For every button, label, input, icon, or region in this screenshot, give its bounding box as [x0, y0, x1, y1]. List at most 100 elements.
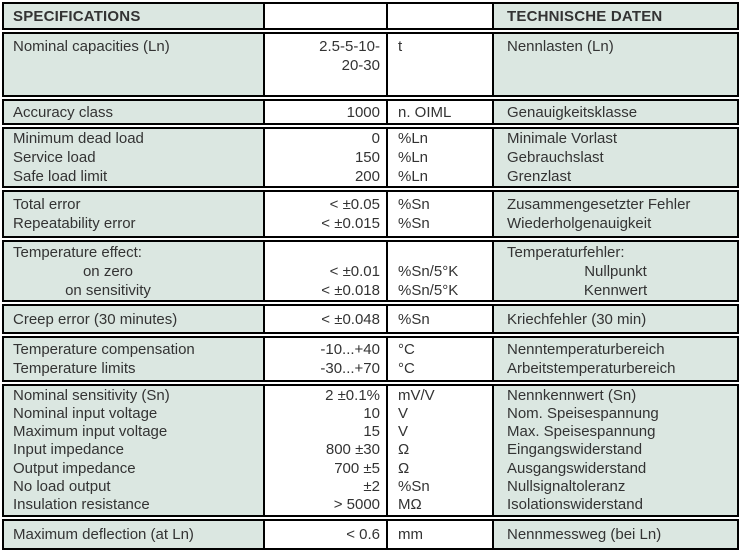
german-label: Gebrauchslast: [507, 149, 604, 166]
german-label: Wiederholgenauigkeit: [507, 215, 652, 232]
header-technische-daten-label: TECHNISCHE DATEN: [507, 7, 663, 25]
value-cell: < ±0.01 < ±0.018: [265, 242, 388, 300]
german-label: Temperaturfehler:: [507, 243, 625, 261]
spec-cell: Temperature effect: on zero on sensitivi…: [4, 242, 265, 300]
spec-unit: %Sn: [398, 215, 430, 232]
german-label: Grenzlast: [507, 168, 572, 185]
value-cell: 2 ±0.1% 10 15 800 ±30 700 ±5 ±2 > 5000: [265, 386, 388, 515]
spec-value: -30...+70: [320, 360, 380, 377]
spec-unit: %Sn: [398, 196, 430, 213]
spec-value: < ±0.01: [329, 262, 380, 280]
german-cell: Genauigkeitsklasse: [494, 101, 737, 123]
spec-value: ±2: [363, 477, 380, 495]
value-cell: < ±0.048: [265, 306, 388, 332]
german-label: Minimale Vorlast: [507, 130, 618, 147]
table-row: Maximum deflection (at Ln) < 0.6 mm Nenn…: [2, 519, 739, 550]
table-row: Temperature compensation Temperature lim…: [2, 336, 739, 382]
spec-label: Repeatability error: [13, 215, 136, 232]
spec-label: Nominal sensitivity (Sn): [13, 386, 170, 404]
spec-unit: V: [398, 404, 409, 422]
german-label: Isolationswiderstand: [507, 496, 643, 513]
german-label: Nullpunkt: [584, 262, 647, 280]
spec-label: Total error: [13, 196, 81, 213]
german-cell: Nennkennwert (Sn) Nom. Speisespannung Ma…: [494, 386, 737, 515]
spec-value: 800 ±30: [325, 441, 380, 459]
table-header-row: SPECIFICATIONS TECHNISCHE DATEN: [2, 2, 739, 30]
spec-unit: %Sn: [398, 477, 430, 495]
spec-value: 200: [354, 168, 380, 185]
unit-cell: t: [388, 34, 494, 95]
spec-value: -10...+40: [320, 341, 380, 358]
spec-value: 2.5-5-10-: [319, 38, 380, 55]
spec-label: Maximum input voltage: [13, 423, 168, 441]
german-label: Zusammengesetzter Fehler: [507, 196, 691, 213]
spec-unit: mm: [398, 526, 423, 543]
spec-unit: Ω: [398, 441, 410, 459]
spec-value: < ±0.048: [321, 310, 380, 328]
german-label: Max. Speisespannung: [507, 423, 656, 441]
spec-unit: °C: [398, 341, 415, 358]
spec-unit: [398, 243, 492, 262]
german-label: Kriechfehler (30 min): [507, 310, 647, 328]
spec-unit: %Sn: [398, 310, 430, 328]
spec-value: < 0.6: [346, 526, 380, 543]
value-cell: 1000: [265, 101, 388, 123]
header-specifications: SPECIFICATIONS: [4, 4, 265, 28]
table-row: Nominal capacities (Ln) 2.5-5-10- 20-30 …: [2, 32, 739, 97]
german-cell: Nennlasten (Ln): [494, 34, 737, 95]
spec-unit: MΩ: [398, 496, 422, 513]
spec-label: No load output: [13, 477, 111, 495]
table-row: Total error Repeatability error < ±0.05 …: [2, 190, 739, 238]
spec-value: 15: [363, 423, 380, 441]
spec-unit: V: [398, 423, 409, 441]
spec-label: Safe load limit: [13, 168, 108, 185]
spec-label: Minimum dead load: [13, 130, 144, 147]
spec-label: Temperature limits: [13, 360, 136, 377]
header-technische-daten: TECHNISCHE DATEN: [494, 4, 737, 28]
german-label: Ausgangswiderstand: [507, 459, 647, 477]
spec-unit: %Ln: [398, 149, 429, 166]
table-row: Temperature effect: on zero on sensitivi…: [2, 240, 739, 302]
table-row: Creep error (30 minutes) < ±0.048 %Sn Kr…: [2, 304, 739, 334]
unit-cell: mV/V V V Ω Ω %Sn MΩ: [388, 386, 494, 515]
header-specifications-label: SPECIFICATIONS: [13, 7, 141, 25]
spec-value: 1000: [346, 103, 380, 121]
spec-label: Temperature compensation: [13, 341, 195, 358]
spec-unit: %Sn/5°K: [398, 281, 459, 299]
spec-unit: t: [398, 38, 403, 55]
spec-value: < ±0.018: [321, 281, 380, 299]
spec-value: 0: [371, 130, 380, 147]
value-cell: < 0.6: [265, 521, 388, 548]
unit-cell: %Sn/5°K %Sn/5°K: [388, 242, 494, 300]
value-cell: 0 150 200: [265, 129, 388, 186]
spec-unit: n. OIML: [398, 103, 452, 121]
unit-cell: %Ln %Ln %Ln: [388, 129, 494, 186]
spec-label: on zero: [82, 262, 134, 280]
header-value-column: [265, 4, 388, 28]
spec-label: Insulation resistance: [13, 496, 150, 513]
spec-label: on sensitivity: [65, 281, 151, 299]
table-row: Accuracy class 1000 n. OIML Genauigkeits…: [2, 99, 739, 125]
german-label: Nullsignaltoleranz: [507, 477, 626, 495]
spec-unit: %Ln: [398, 130, 429, 147]
spec-unit: mV/V: [398, 386, 435, 404]
spec-cell: Minimum dead load Service load Safe load…: [4, 129, 265, 186]
spec-unit: Ω: [398, 459, 410, 477]
spec-value: 700 ±5: [334, 459, 380, 477]
value-cell: < ±0.05 < ±0.015: [265, 192, 388, 236]
spec-cell: Total error Repeatability error: [4, 192, 265, 236]
german-label: Nom. Speisespannung: [507, 404, 659, 422]
spec-value: < ±0.015: [321, 215, 380, 232]
spec-cell: Maximum deflection (at Ln): [4, 521, 265, 548]
german-label: Eingangswiderstand: [507, 441, 643, 459]
spec-unit: %Ln: [398, 168, 429, 185]
spec-label: Temperature effect:: [13, 243, 142, 261]
header-unit-column: [388, 4, 494, 28]
spec-value: < ±0.05: [329, 196, 380, 213]
german-cell: Kriechfehler (30 min): [494, 306, 737, 332]
spec-label: Input impedance: [13, 441, 124, 459]
value-cell: 2.5-5-10- 20-30: [265, 34, 388, 95]
german-cell: Nennmessweg (bei Ln): [494, 521, 737, 548]
german-cell: Zusammengesetzter Fehler Wiederholgenaui…: [494, 192, 737, 236]
